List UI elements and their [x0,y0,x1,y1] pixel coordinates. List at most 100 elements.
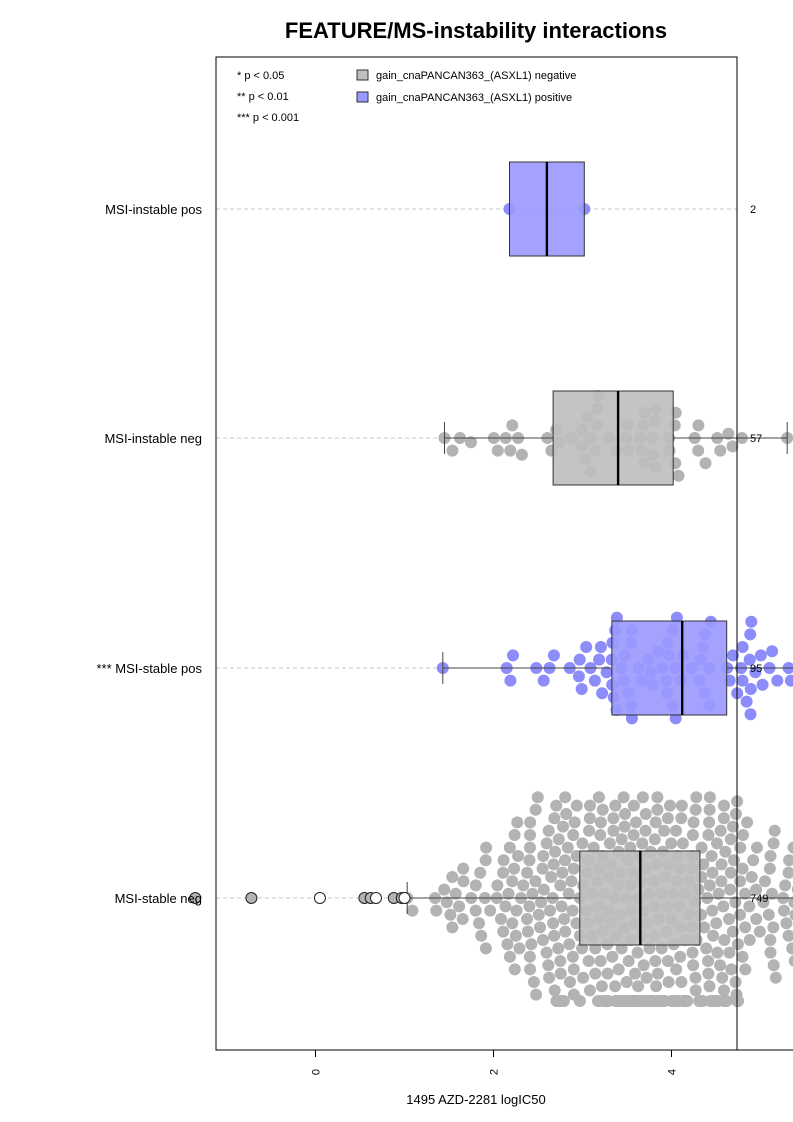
data-point [609,980,622,993]
data-point [672,469,685,482]
data-point [527,976,540,988]
data-point [446,444,459,457]
data-point [501,938,514,951]
data-point [783,854,793,867]
data-point [690,791,703,804]
data-point [648,833,661,846]
data-point [617,791,630,804]
data-point [703,816,716,829]
data-point [583,824,595,837]
data-point [567,829,580,841]
data-point [686,829,699,841]
data-point [766,887,778,900]
data-point [754,649,767,662]
data-point [767,959,780,972]
data-point [789,909,793,921]
data-point [743,934,756,946]
data-point [661,812,674,825]
data-point [692,444,705,457]
data-point [705,850,718,862]
data-point [727,649,739,662]
data-point [469,904,482,917]
data-point [741,816,754,829]
data-point [577,971,590,984]
data-point [743,653,756,666]
data-point [576,837,589,850]
data-point [766,645,779,658]
data-point [584,799,596,812]
data-point [499,900,512,913]
data-point [515,448,528,461]
data-point [508,829,521,841]
legend-swatch [356,69,369,81]
data-point [745,871,758,883]
data-point [594,829,607,841]
data-point [771,674,784,687]
data-point [640,971,653,984]
data-point [537,934,549,946]
data-point [712,887,725,900]
data-point [583,812,596,825]
data-point [736,950,749,963]
data-point [736,674,749,687]
data-point [699,457,712,470]
data-point [517,879,530,892]
data-point [525,938,538,951]
data-point [636,791,649,804]
data-point [711,837,723,850]
data-point [732,995,744,1007]
data-point [583,984,596,997]
data-point [573,653,586,666]
data-point [670,824,682,837]
data-point [475,929,488,942]
data-point [592,791,605,804]
data-point [764,850,777,862]
data-point [596,687,609,700]
data-point [570,799,583,812]
data-point [575,683,588,695]
data-point [524,829,536,841]
data-point [747,854,760,867]
data-point [561,841,574,854]
data-point [717,900,730,913]
data-point [506,419,519,432]
data-point [753,925,766,938]
outlier-point [398,892,411,904]
data-point [710,917,723,930]
data-point [639,808,652,820]
data-point [724,833,737,846]
data-point [737,829,749,841]
data-point [637,959,650,972]
data-point [675,976,688,988]
data-point [588,674,601,687]
data-point [524,963,537,976]
data-point [687,959,700,972]
data-point [664,799,676,812]
data-point [768,824,781,837]
data-point [557,995,570,1007]
data-point [675,799,688,812]
outlier-point [313,892,326,904]
data-point [674,950,687,963]
data-point [715,858,728,871]
data-point [782,929,793,942]
data-point [544,904,556,917]
data-point [606,950,619,963]
data-point [503,841,516,854]
data-point [568,816,581,829]
data-point [535,896,547,909]
data-point [526,887,539,900]
data-point [559,925,572,938]
data-point [720,995,733,1007]
data-point [554,967,567,980]
group-label: MSI-instable neg [104,431,202,446]
data-point [780,917,793,930]
data-point [749,666,762,679]
data-point [763,862,776,875]
data-point [767,921,780,934]
data-point [497,925,510,938]
data-point [689,984,702,997]
data-point [456,913,469,925]
data-point [552,942,565,955]
data-point [650,980,663,993]
